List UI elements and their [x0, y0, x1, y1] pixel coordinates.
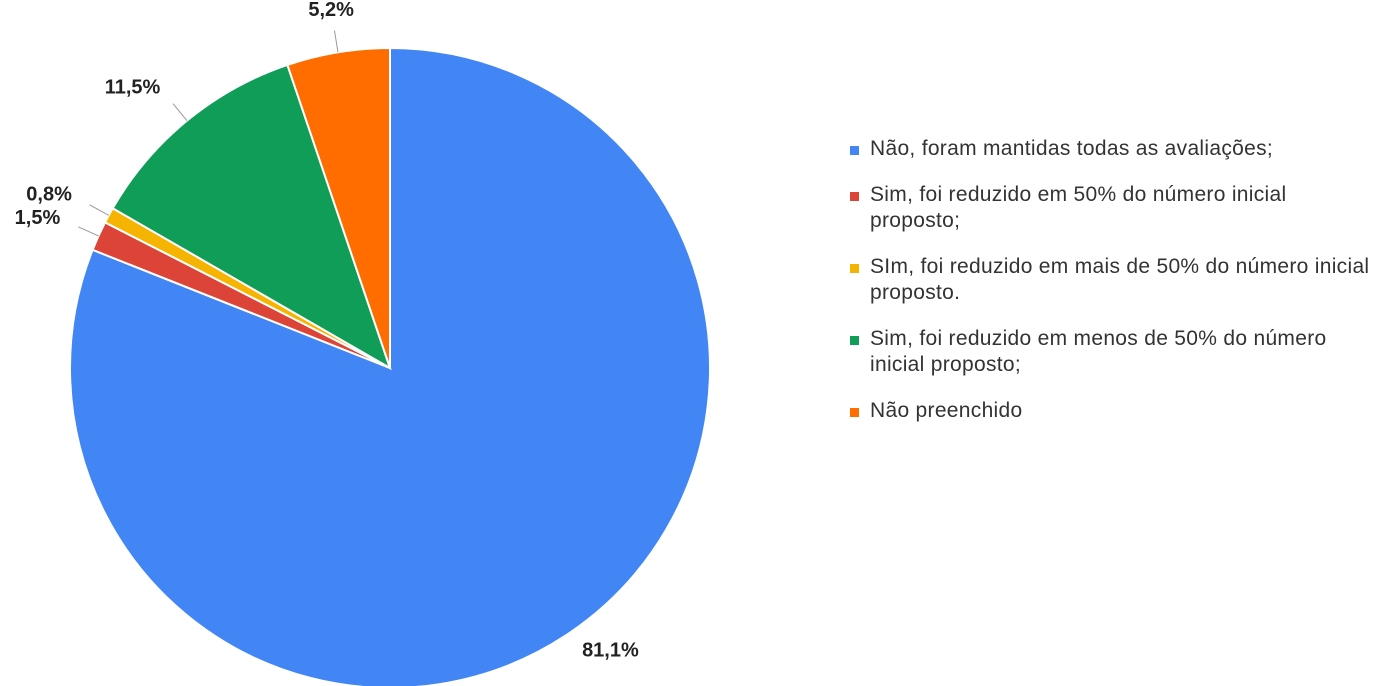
chart: 81,1% 1,5%0,8% 11,5% 5,2%: [15, 0, 711, 686]
legend-item: Não preenchido: [850, 398, 1380, 424]
leader-line: [172, 103, 188, 121]
legend-label: Sim, foi reduzido em 50% do número inici…: [870, 183, 1287, 232]
legend-label: Não preenchido: [870, 399, 1023, 422]
legend-item: Não, foram mantidas todas as avaliações;: [850, 136, 1380, 162]
legend-swatch: [850, 146, 859, 155]
legend-item: SIm, foi reduzido em mais de 50% do núme…: [850, 254, 1380, 306]
legend: Não, foram mantidas todas as avaliações;…: [850, 136, 1380, 444]
legend-label: SIm, foi reduzido em mais de 50% do núme…: [870, 255, 1370, 304]
leader-line: [78, 226, 99, 237]
legend-item: Sim, foi reduzido em menos de 50% do núm…: [850, 326, 1380, 378]
pie-slice: [111, 63, 392, 371]
data-label: 0,8%: [26, 184, 72, 206]
legend-swatch: [850, 192, 859, 201]
data-label: 81,1%: [582, 639, 639, 661]
legend-label: Sim, foi reduzido em menos de 50% do núm…: [870, 327, 1327, 376]
legend-swatch: [850, 264, 859, 273]
legend-swatch: [850, 336, 859, 345]
leader-line: [89, 204, 110, 216]
data-label: 1,5%: [15, 207, 61, 229]
legend-item: Sim, foi reduzido em 50% do número inici…: [850, 182, 1380, 234]
legend-label: Não, foram mantidas todas as avaliações;: [870, 137, 1274, 160]
data-label: 11,5%: [105, 76, 161, 98]
data-label: 5,2%: [308, 0, 354, 21]
legend-swatch: [850, 408, 859, 417]
leader-line: [333, 30, 339, 53]
